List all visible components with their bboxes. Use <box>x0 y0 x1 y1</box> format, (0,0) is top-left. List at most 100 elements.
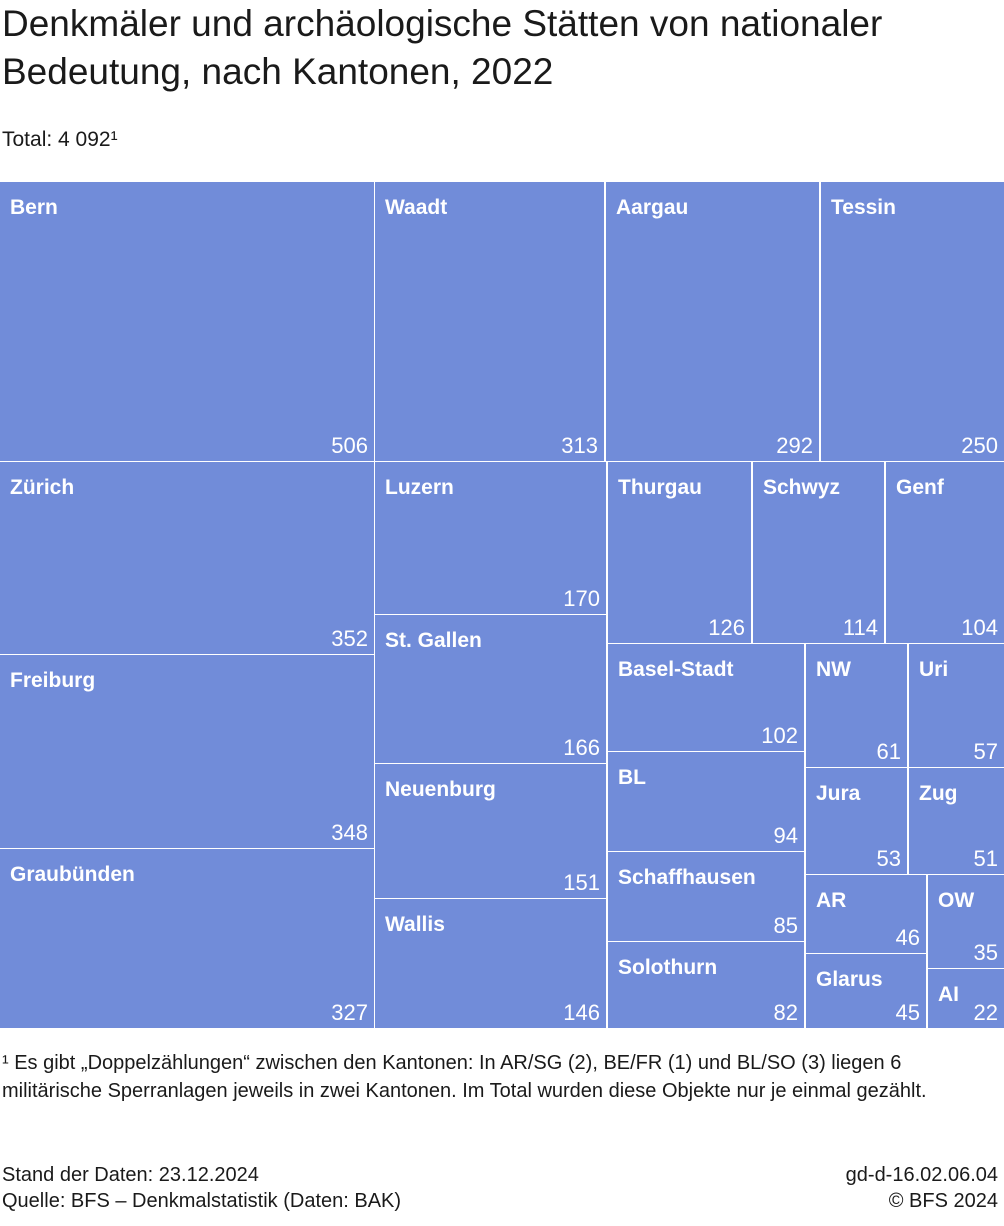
tile-wallis: Wallis 146 <box>375 899 606 1028</box>
tile-rect <box>375 182 604 461</box>
tile-label: Wallis <box>385 913 445 936</box>
tile-label: Bern <box>10 196 58 219</box>
tile-graubünden: Graubünden 327 <box>0 849 374 1028</box>
chart-title: Denkmäler und archäologische Stätten von… <box>2 3 883 92</box>
tile-ow: OW 35 <box>928 875 1004 968</box>
tile-rect <box>375 899 606 1028</box>
tile-rect <box>821 182 1004 461</box>
tile-rect <box>606 182 819 461</box>
tile-value: 82 <box>774 1000 798 1025</box>
tile-rect <box>806 768 907 874</box>
tile-rect <box>0 182 374 461</box>
tile-rect <box>608 852 804 941</box>
tile-rect <box>909 768 1004 874</box>
tile-value: 51 <box>974 846 998 871</box>
tile-value: 22 <box>974 1000 998 1025</box>
tile-label: Tessin <box>831 196 896 219</box>
tile-label: Schaffhausen <box>618 866 756 889</box>
tile-jura: Jura 53 <box>806 768 907 874</box>
footer-right: gd-d-16.02.06.04 © BFS 2024 <box>846 1162 998 1214</box>
tile-rect <box>0 462 374 654</box>
copyright: © BFS 2024 <box>888 1190 998 1212</box>
tile-waadt: Waadt 313 <box>375 182 604 461</box>
tile-rect <box>806 954 926 1028</box>
tile-value: 506 <box>331 433 368 458</box>
tile-rect <box>375 615 606 763</box>
tile-rect <box>608 644 804 751</box>
tile-label: Freiburg <box>10 669 95 692</box>
tile-value: 45 <box>896 1000 920 1025</box>
tile-value: 102 <box>761 723 798 748</box>
tile-tessin: Tessin 250 <box>821 182 1004 461</box>
tile-rect <box>0 655 374 848</box>
tile-st-gallen: St. Gallen 166 <box>375 615 606 763</box>
tile-value: 46 <box>896 925 920 950</box>
chart-total: Total: 4 092¹ <box>2 128 118 151</box>
tile-value: 327 <box>331 1000 368 1025</box>
tile-ar: AR 46 <box>806 875 926 953</box>
tile-rect <box>753 462 884 643</box>
chart-code: gd-d-16.02.06.04 <box>845 1164 998 1186</box>
tile-label: Waadt <box>385 196 447 219</box>
footnote: ¹ Es gibt „Doppelzählungen“ zwischen den… <box>2 1052 927 1102</box>
tile-basel-stadt: Basel-Stadt 102 <box>608 644 804 751</box>
tile-label: Schwyz <box>763 476 840 499</box>
tile-label: Luzern <box>385 476 454 499</box>
tile-schaffhausen: Schaffhausen 85 <box>608 852 804 941</box>
tile-rect <box>608 462 751 643</box>
tile-rect <box>928 969 1004 1028</box>
footer-left: Stand der Daten: 23.12.2024 Quelle: BFS … <box>2 1162 401 1214</box>
tile-nw: NW 61 <box>806 644 907 767</box>
tile-aargau: Aargau 292 <box>606 182 819 461</box>
tile-thurgau: Thurgau 126 <box>608 462 751 643</box>
tile-label: Aargau <box>616 196 688 219</box>
tile-value: 313 <box>561 433 598 458</box>
tile-label: Neuenburg <box>385 778 496 801</box>
tile-rect <box>0 849 374 1028</box>
tile-label: NW <box>816 658 851 681</box>
tile-value: 292 <box>776 433 813 458</box>
tile-value: 151 <box>563 870 600 895</box>
tile-label: AI <box>938 983 959 1006</box>
tile-value: 348 <box>331 820 368 845</box>
tile-bern: Bern 506 <box>0 182 374 461</box>
treemap-chart: Bern 506 Waadt 313 Aargau 292 Tessin 250 Zürich 3… <box>0 182 1004 1028</box>
tile-value: 94 <box>774 823 798 848</box>
tile-value: 57 <box>974 739 998 764</box>
tile-label: Solothurn <box>618 956 717 979</box>
tile-label: AR <box>816 889 846 912</box>
tile-value: 104 <box>961 615 998 640</box>
tile-value: 61 <box>877 739 901 764</box>
tile-label: Basel-Stadt <box>618 658 734 681</box>
tile-rect <box>608 942 804 1028</box>
tile-value: 166 <box>563 735 600 760</box>
tile-rect <box>375 462 606 614</box>
tile-ai: AI 22 <box>928 969 1004 1028</box>
tile-bl: BL 94 <box>608 752 804 851</box>
tile-neuenburg: Neuenburg 151 <box>375 764 606 898</box>
tile-value: 250 <box>961 433 998 458</box>
tile-rect <box>608 752 804 851</box>
tile-value: 352 <box>331 626 368 651</box>
tile-zürich: Zürich 352 <box>0 462 374 654</box>
tile-value: 85 <box>774 913 798 938</box>
tile-rect <box>375 764 606 898</box>
tile-luzern: Luzern 170 <box>375 462 606 614</box>
tile-solothurn: Solothurn 82 <box>608 942 804 1028</box>
tile-value: 126 <box>708 615 745 640</box>
data-date: Stand der Daten: 23.12.2024 <box>2 1164 259 1186</box>
tile-label: Zürich <box>10 476 74 499</box>
tile-label: BL <box>618 766 646 789</box>
tile-rect <box>909 644 1004 767</box>
tile-value: 114 <box>843 615 878 640</box>
tile-glarus: Glarus 45 <box>806 954 926 1028</box>
tile-label: Glarus <box>816 968 883 991</box>
data-source: Quelle: BFS – Denkmalstatistik (Daten: B… <box>2 1190 402 1212</box>
tile-rect <box>806 644 907 767</box>
tile-label: Thurgau <box>618 476 702 499</box>
tile-label: St. Gallen <box>385 629 482 652</box>
tile-uri: Uri 57 <box>909 644 1004 767</box>
tile-zug: Zug 51 <box>909 768 1004 874</box>
tile-value: 146 <box>563 1000 600 1025</box>
tile-label: Genf <box>896 476 945 499</box>
